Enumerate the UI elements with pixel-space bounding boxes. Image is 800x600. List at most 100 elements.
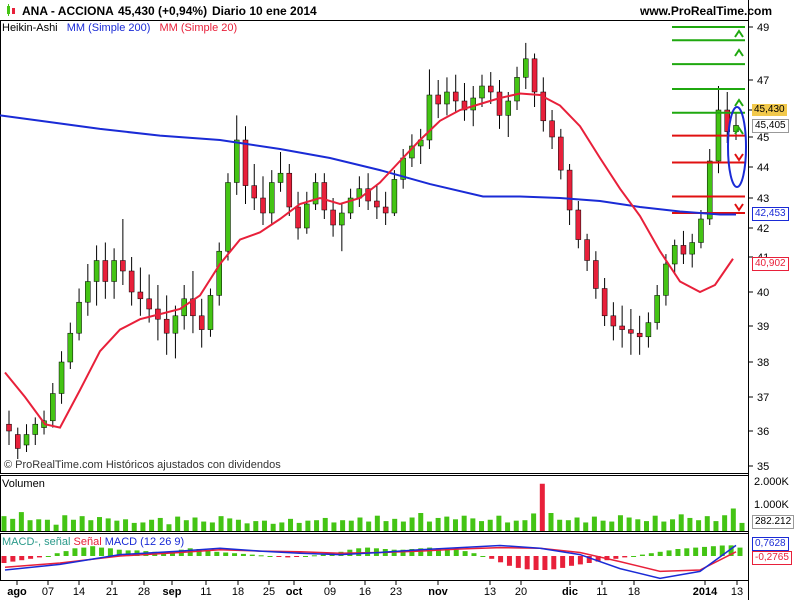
up-arrow-icon xyxy=(734,98,744,107)
price-change: 45,430 (+0,94%) xyxy=(118,4,208,18)
macd-hist-bar xyxy=(1,556,7,563)
indicator-legend: Heikin-Ashi MM (Simple 200) MM (Simple 2… xyxy=(2,22,243,36)
volume-bar xyxy=(88,520,94,531)
macd-hist-bar xyxy=(391,549,397,556)
volume-bar xyxy=(539,483,545,531)
x-tick-label: 28 xyxy=(138,586,150,598)
macd-hist-bar xyxy=(223,552,229,556)
candle-body xyxy=(479,85,485,99)
volume-bar xyxy=(36,519,42,531)
volume-bar xyxy=(366,521,372,531)
y-tick-label: 47 xyxy=(757,75,769,87)
volume-bar xyxy=(79,516,85,531)
volume-bar xyxy=(557,519,563,531)
candle-body xyxy=(426,94,433,141)
candle-body xyxy=(444,91,450,105)
macd-label-1[interactable]: MACD-, señal xyxy=(2,536,71,548)
macd-hist-bar xyxy=(675,549,681,556)
candle-body xyxy=(85,281,91,303)
volume-bar xyxy=(244,523,250,531)
x-tick-label: 13 xyxy=(731,586,743,598)
y-tick-label: 38 xyxy=(757,357,769,369)
legend-mm200[interactable]: MM (Simple 200) xyxy=(66,22,151,34)
down-arrow-icon xyxy=(734,203,744,212)
macd-hist-bar xyxy=(684,548,690,556)
volume-bar xyxy=(730,508,736,531)
candle-body xyxy=(636,332,643,338)
y-tick-label: 49 xyxy=(757,22,769,34)
volume-bar xyxy=(322,517,328,531)
candle-body xyxy=(584,239,590,261)
macd-hist-bar xyxy=(19,556,25,561)
chart-header: ANA - ACCIONA 45,430 (+0,94%) Diario 10 … xyxy=(0,0,800,20)
volume-bar xyxy=(626,517,632,531)
y-tick-label: 45 xyxy=(757,132,769,144)
candle-body xyxy=(304,203,310,229)
volume-bar xyxy=(496,515,502,531)
legend-heikin[interactable]: Heikin-Ashi xyxy=(2,22,58,34)
y-tick-label: 42 xyxy=(757,223,769,235)
volume-bar xyxy=(192,517,198,531)
macd-hist-bar xyxy=(72,548,78,556)
volume-bar xyxy=(340,520,346,531)
candle-body xyxy=(523,58,529,78)
volume-bar xyxy=(253,521,259,531)
candle-body xyxy=(172,315,179,334)
macd-label-3[interactable]: MACD (12 26 9) xyxy=(104,536,185,548)
candle-body xyxy=(15,434,21,449)
volume-bar xyxy=(739,522,745,531)
candle-body xyxy=(540,91,547,122)
candle-body xyxy=(277,172,284,183)
candle-body xyxy=(487,85,494,93)
candle-body xyxy=(496,91,503,116)
macd-hist-bar xyxy=(427,547,433,556)
volume-bar xyxy=(105,518,111,531)
volume-bar xyxy=(609,521,615,531)
brand-link[interactable]: www.ProRealTime.com xyxy=(640,4,773,18)
macd-hist-bar xyxy=(249,554,255,556)
up-arrow-icon xyxy=(734,126,744,135)
volume-bar xyxy=(383,521,389,531)
price-box-mm20: 40,902 xyxy=(752,257,789,271)
candle-body xyxy=(198,315,205,330)
volume-bar xyxy=(704,516,710,531)
macd-hist-bar xyxy=(267,556,273,557)
macd-label-2[interactable]: Señal xyxy=(73,536,102,548)
volume-bar xyxy=(227,518,233,531)
legend-mm20[interactable]: MM (Simple 20) xyxy=(159,22,238,34)
macd-hist-bar xyxy=(728,545,734,556)
macd-hist-bar xyxy=(311,555,317,557)
macd-signal-line xyxy=(4,546,737,573)
candle-body xyxy=(321,182,328,211)
macd-hist-bar xyxy=(285,556,291,558)
macd-hist-bar xyxy=(54,553,60,556)
volume-bar xyxy=(617,515,623,531)
symbol-title: ANA - ACCIONA xyxy=(22,4,114,18)
x-tick-label: ago xyxy=(7,586,27,598)
candle-body xyxy=(67,332,74,363)
candle-body xyxy=(102,260,109,282)
volume-bar xyxy=(409,517,415,531)
volume-bar xyxy=(513,520,519,531)
y-tick-label: 43 xyxy=(757,193,769,205)
candle-body xyxy=(470,97,476,111)
volume-bar xyxy=(288,518,294,531)
candle-body xyxy=(531,58,538,93)
volume-bar xyxy=(357,517,363,531)
x-tick-label: 14 xyxy=(73,586,85,598)
volume-axis-2000: 2.000K xyxy=(754,476,789,488)
x-tick-label: 16 xyxy=(359,586,371,598)
candle-body xyxy=(374,200,380,208)
macd-hist-bar xyxy=(560,556,566,568)
y-tick-label: 35 xyxy=(757,461,769,473)
macd-hist-bar xyxy=(569,556,575,566)
volume-bar xyxy=(97,517,103,531)
volume-bar xyxy=(713,521,719,531)
candle-body xyxy=(339,212,345,226)
candle-body xyxy=(76,301,82,334)
macd-hist-bar xyxy=(462,551,468,556)
x-tick-label: sep xyxy=(163,586,182,598)
volume-last-box: 282.212 xyxy=(752,515,795,529)
volume-bar xyxy=(314,520,320,531)
